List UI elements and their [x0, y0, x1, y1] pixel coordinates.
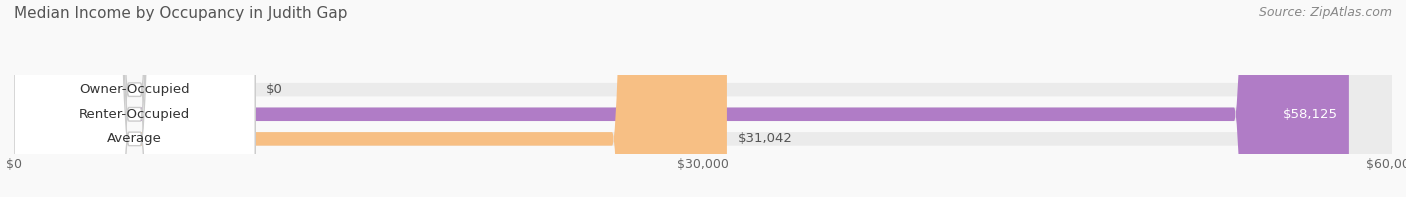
FancyBboxPatch shape	[14, 0, 727, 197]
FancyBboxPatch shape	[14, 0, 256, 197]
Text: $58,125: $58,125	[1282, 108, 1339, 121]
Text: Source: ZipAtlas.com: Source: ZipAtlas.com	[1258, 6, 1392, 19]
Text: $0: $0	[266, 83, 283, 96]
FancyBboxPatch shape	[14, 0, 1348, 197]
Text: Average: Average	[107, 132, 162, 145]
Text: Renter-Occupied: Renter-Occupied	[79, 108, 190, 121]
FancyBboxPatch shape	[14, 0, 1392, 197]
FancyBboxPatch shape	[14, 0, 1392, 197]
Text: Owner-Occupied: Owner-Occupied	[79, 83, 190, 96]
FancyBboxPatch shape	[14, 0, 1392, 197]
Text: $31,042: $31,042	[738, 132, 793, 145]
FancyBboxPatch shape	[14, 0, 256, 197]
FancyBboxPatch shape	[14, 0, 256, 197]
Text: Median Income by Occupancy in Judith Gap: Median Income by Occupancy in Judith Gap	[14, 6, 347, 21]
